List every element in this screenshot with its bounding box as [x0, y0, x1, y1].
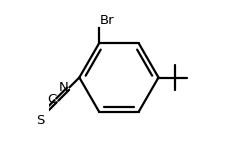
Text: N: N	[59, 81, 69, 94]
Text: C: C	[47, 93, 56, 106]
Text: Br: Br	[100, 14, 114, 27]
Text: S: S	[36, 114, 44, 127]
